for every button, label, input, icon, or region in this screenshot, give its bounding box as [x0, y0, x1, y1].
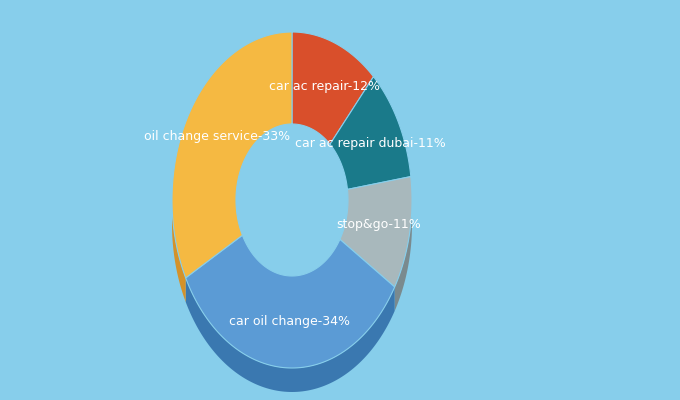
Polygon shape: [292, 32, 373, 144]
Polygon shape: [186, 278, 394, 392]
Polygon shape: [330, 77, 411, 189]
Polygon shape: [186, 235, 394, 368]
Polygon shape: [172, 200, 186, 302]
Polygon shape: [340, 200, 348, 263]
Text: car ac repair dubai-11%: car ac repair dubai-11%: [294, 137, 445, 150]
Text: car oil change-34%: car oil change-34%: [228, 316, 350, 328]
Polygon shape: [242, 235, 340, 300]
Polygon shape: [236, 200, 242, 259]
Text: stop&go-11%: stop&go-11%: [336, 218, 421, 231]
Text: car ac repair-12%: car ac repair-12%: [269, 80, 379, 93]
Polygon shape: [340, 176, 412, 287]
Polygon shape: [172, 32, 292, 278]
Polygon shape: [394, 200, 412, 311]
Text: oil change service-33%: oil change service-33%: [143, 130, 290, 143]
